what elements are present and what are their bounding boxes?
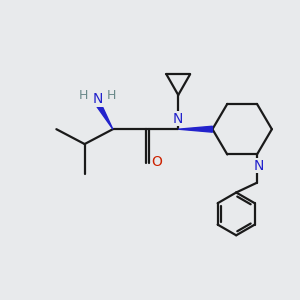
Text: O: O bbox=[152, 155, 162, 169]
Text: N: N bbox=[93, 92, 103, 106]
Polygon shape bbox=[94, 100, 113, 129]
Text: H: H bbox=[107, 89, 116, 102]
Text: N: N bbox=[253, 159, 264, 173]
Text: N: N bbox=[172, 112, 183, 126]
Polygon shape bbox=[178, 126, 212, 132]
Text: H: H bbox=[78, 89, 88, 102]
